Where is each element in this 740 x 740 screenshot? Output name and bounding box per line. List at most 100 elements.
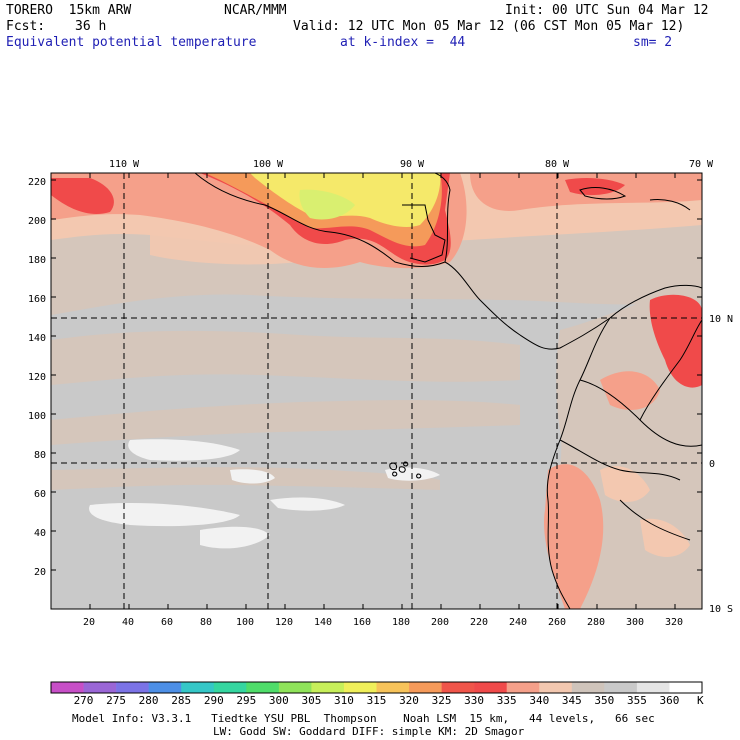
galapagos-islands — [389, 461, 422, 479]
left-axis-labels: 220 200 180 160 140 120 100 80 60 40 20 — [28, 177, 46, 578]
colorbar-label: 305 — [301, 694, 322, 707]
patch-330-caribbean — [565, 177, 625, 196]
band-345-mid — [51, 330, 520, 385]
bottom-tick-label: 220 — [470, 617, 488, 628]
left-tick-label: 120 — [28, 372, 46, 383]
colorbar-label: 290 — [203, 694, 224, 707]
band-345-south — [51, 400, 520, 445]
colorbar-swatch — [636, 682, 670, 693]
colorbar-label: 345 — [561, 694, 582, 707]
left-tick-label: 80 — [34, 450, 46, 461]
forecast-hour: 36 h — [75, 19, 107, 34]
bottom-tick-label: 40 — [122, 617, 134, 628]
bottom-tick-label: 200 — [431, 617, 449, 628]
colorbar-swatch — [669, 682, 703, 693]
colorbar-unit: K — [697, 694, 704, 707]
bottom-tick-label: 60 — [161, 617, 173, 628]
colorbar-swatch — [441, 682, 475, 693]
land-335-colombia — [600, 371, 660, 410]
colorbar-label: 360 — [659, 694, 680, 707]
colorbar-label: 325 — [431, 694, 452, 707]
smoothing-info: sm= 2 — [633, 35, 673, 50]
land-340-amazon — [600, 466, 650, 502]
lon-label-70w: 70 W — [689, 159, 714, 170]
colorbar-swatch — [311, 682, 345, 693]
colorbar-frame — [50, 681, 703, 694]
left-tick-label: 200 — [28, 216, 46, 227]
lat-label-10n: 10 N — [709, 314, 733, 325]
colorbar-label: 320 — [399, 694, 419, 707]
colorbar-swatch — [474, 682, 507, 693]
bottom-tick-label: 320 — [665, 617, 683, 628]
bottom-tick-label: 280 — [587, 617, 605, 628]
valid-time: Valid: 12 UTC Mon 05 Mar 12 (06 CST Mon … — [293, 19, 685, 34]
colorbar-swatch — [539, 682, 573, 693]
bottom-tick-label: 160 — [353, 617, 371, 628]
left-tick-label: 20 — [34, 567, 46, 578]
patch-355-c — [89, 503, 241, 527]
model-info-line1: Model Info: V3.3.1 Tiedtke YSU PBL Thomp… — [72, 712, 655, 725]
left-tick-label: 220 — [28, 177, 46, 188]
coastline-hispaniola — [649, 199, 691, 211]
model-info-line2: LW: Godd SW: Goddard DIFF: simple KM: 2D… — [213, 725, 525, 738]
lon-label-80w: 80 W — [545, 159, 570, 170]
border-peru-brazil — [619, 499, 691, 541]
bottom-tick-label: 80 — [200, 617, 212, 628]
left-tick-label: 100 — [28, 411, 46, 422]
patch-355-e — [270, 497, 345, 511]
bottom-tick-label: 300 — [626, 617, 644, 628]
coastline-central-america — [194, 173, 702, 350]
colorbar-label: 295 — [236, 694, 257, 707]
border-guatemala — [402, 204, 446, 263]
organization-label: NCAR/MMM — [224, 3, 287, 18]
left-tick-label: 180 — [28, 255, 46, 266]
colorbar-swatch — [278, 682, 312, 693]
colorbar-swatch — [148, 682, 182, 693]
bottom-tick-label: 140 — [314, 617, 332, 628]
coastline-cuba — [579, 187, 627, 200]
graticule — [51, 173, 702, 609]
colorbar-label: 285 — [171, 694, 192, 707]
coastline-yucatan — [434, 173, 451, 263]
bottom-tick-label: 260 — [548, 617, 566, 628]
patch-330-west — [51, 178, 114, 215]
colorbar-swatch — [604, 682, 638, 693]
lon-label-90w: 90 W — [400, 159, 425, 170]
patch-310 — [299, 189, 355, 220]
left-tick-label: 60 — [34, 489, 46, 500]
bottom-tick-label: 180 — [392, 617, 410, 628]
lon-label-100w: 100 W — [253, 159, 284, 170]
colorbar-swatch — [409, 682, 442, 693]
patch-355-a — [128, 439, 240, 461]
colorbar-swatch — [506, 682, 540, 693]
forecast-label: Fcst: — [6, 19, 46, 34]
map-frame — [50, 172, 703, 610]
bottom-tick-label: 100 — [236, 617, 254, 628]
colorbar-label: 275 — [106, 694, 127, 707]
colorbar-swatch — [571, 682, 605, 693]
colorbar-label: 300 — [268, 694, 289, 707]
left-tick-label: 160 — [28, 294, 46, 305]
colorbar-label: 350 — [594, 694, 615, 707]
colorbar-swatch — [246, 682, 280, 693]
lat-label-10s: 10 S — [709, 604, 733, 615]
colorbar-swatch — [51, 682, 84, 693]
colorbar-swatch — [181, 682, 215, 693]
colorbar-label: 340 — [529, 694, 550, 707]
field-name: Equivalent potential temperature — [6, 35, 257, 50]
colorbar-label: 335 — [496, 694, 517, 707]
level-info: at k-index = 44 — [340, 35, 466, 50]
bottom-axis-labels: 20 40 60 80 100 120 140 160 180 200 220 … — [83, 617, 683, 628]
coastline-south-america-west — [546, 317, 611, 609]
lat-label-equator: 0 — [709, 459, 715, 470]
colorbar-swatch — [83, 682, 117, 693]
patch-355-d — [200, 526, 270, 549]
model-title: TORERO 15km ARW — [6, 3, 132, 18]
axis-ticks — [50, 173, 702, 610]
land-340-south — [640, 518, 690, 557]
border-colombia-venezuela — [639, 319, 702, 421]
colorbar-swatch — [343, 682, 377, 693]
colorbar-label: 315 — [366, 694, 387, 707]
colorbar-label: 355 — [626, 694, 647, 707]
